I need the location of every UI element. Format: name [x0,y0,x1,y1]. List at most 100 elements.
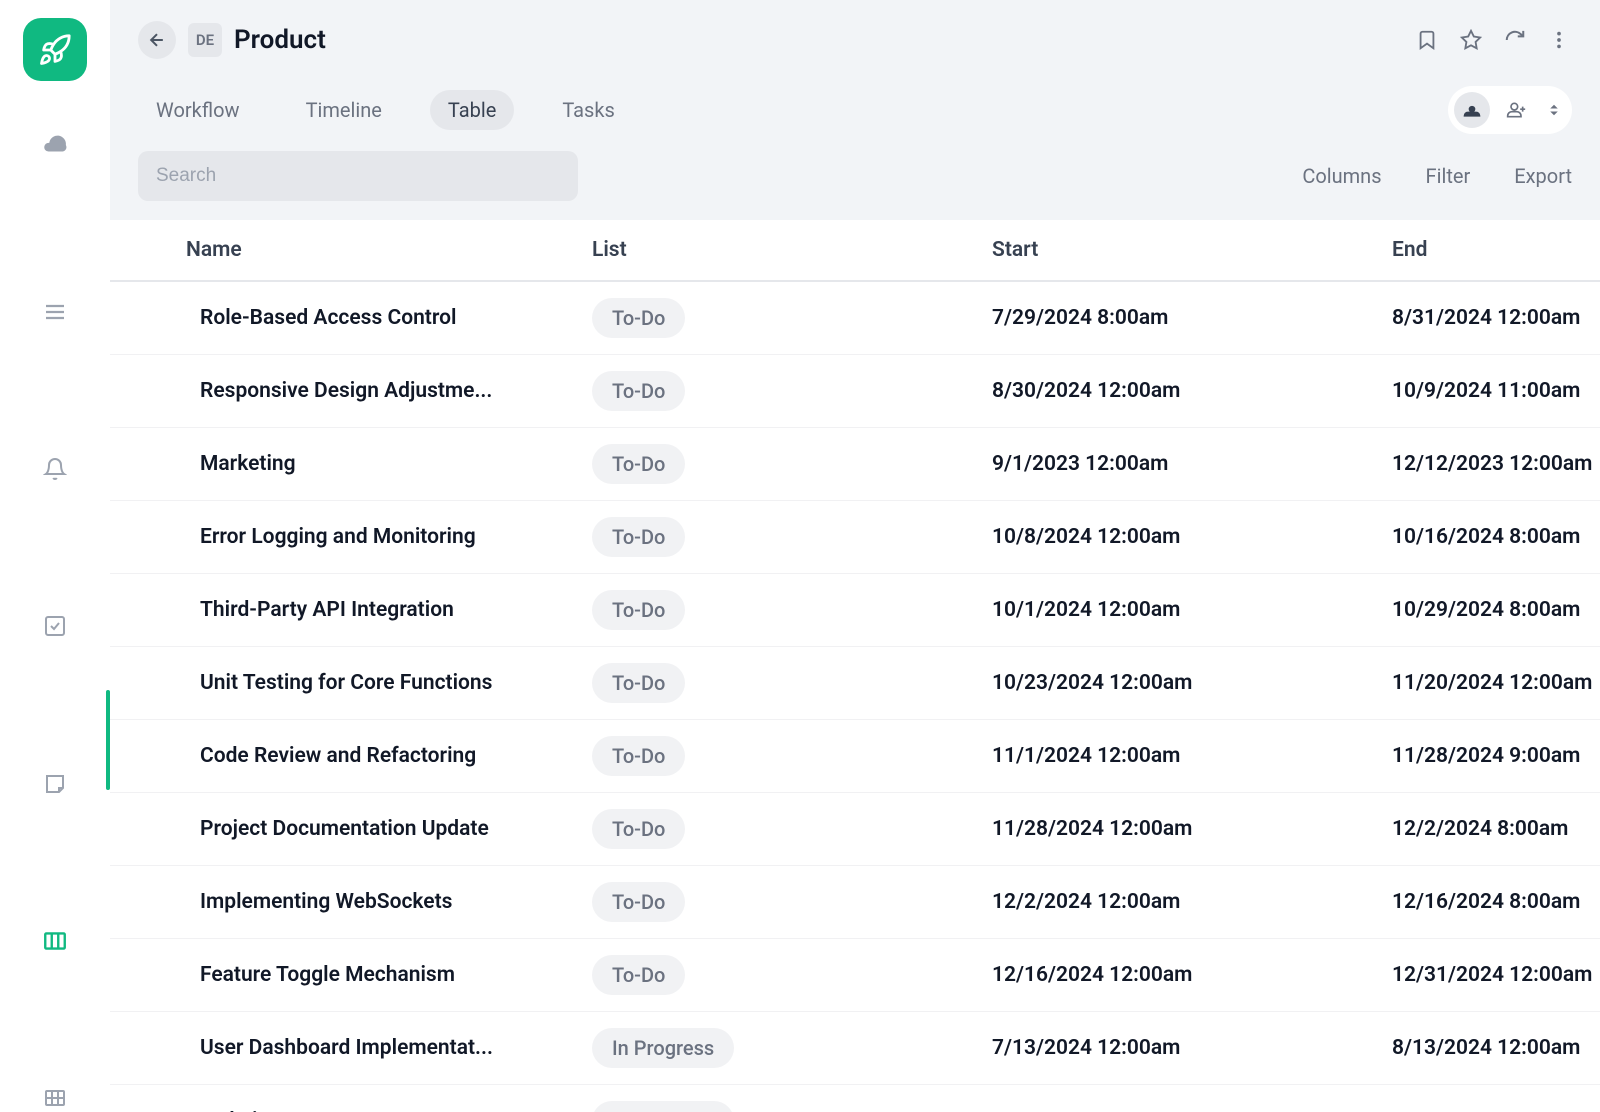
tool-export[interactable]: Export [1514,164,1572,188]
cell-list[interactable]: To-Do [580,866,980,939]
cell-list[interactable]: To-Do [580,574,980,647]
refresh-icon [1504,29,1526,51]
table-row[interactable]: Code Review and RefactoringTo-Do11/1/202… [110,720,1600,793]
star-icon [1460,29,1482,51]
table-row[interactable]: Role-Based Access Control To-Do 7/29/2024 … [110,281,1600,355]
cell-list[interactable]: To-Do [580,939,980,1012]
status-pill[interactable]: To-Do [592,590,685,630]
brand-logo[interactable] [23,18,87,81]
cell-end: 10/29/2024 8:00am [1380,574,1600,647]
status-pill[interactable]: To-Do [592,371,685,411]
cell-name[interactable]: Code Review and Refactoring [110,720,580,793]
add-member-button[interactable] [1498,92,1534,128]
cell-name[interactable]: Unit Testing for Core Functions [110,647,580,720]
table-row[interactable]: Project Documentation Update To-Do 11/28/2… [110,793,1600,866]
table-row[interactable]: Implementing WebSockets To-Do 12/2/2024 12… [110,866,1600,939]
column-header-name[interactable]: Name [110,220,580,281]
more-button[interactable] [1546,27,1572,53]
cell-list[interactable]: To-Do [580,281,980,355]
table-row[interactable]: Feature Toggle MechanismTo-Do12/16/2024 … [110,939,1600,1012]
cell-name[interactable]: Project Documentation Update [110,793,580,866]
column-header-end[interactable]: End [1380,220,1600,281]
table-row[interactable]: Responsive Design Adjustme...To-Do8/30/2… [110,355,1600,428]
status-pill[interactable]: To-Do [592,736,685,776]
sidebar-table-icon[interactable] [41,1084,69,1112]
tab-table[interactable]: Table [430,90,514,130]
cell-end: 12/2/2024 8:00am [1380,793,1600,866]
status-pill[interactable]: To-Do [592,444,685,484]
bookmark-icon [1416,29,1438,51]
cell-list[interactable]: In Progress [580,1085,980,1112]
table-header-row: Name List Start End [110,220,1600,281]
more-vertical-icon [1548,29,1570,51]
cell-name[interactable]: Marketing [110,428,580,501]
search-input[interactable] [138,151,578,201]
cell-list[interactable]: To-Do [580,501,980,574]
star-button[interactable] [1458,27,1484,53]
sidebar-bell-icon[interactable] [41,455,69,483]
cell-name[interactable]: Role-Based Access Control [110,281,580,355]
cell-name[interactable]: Third-Party API Integration [110,574,580,647]
status-pill[interactable]: In Progress [592,1028,734,1068]
main: DE Product Workflow Timeline Table Tasks [110,0,1600,1112]
cell-start: 10/1/2024 12:00am [980,574,1380,647]
tool-columns[interactable]: Columns [1302,164,1381,188]
sidebar-board-icon[interactable] [41,927,69,955]
sort-button[interactable] [1542,101,1566,119]
workspace-badge[interactable]: DE [188,23,222,57]
cell-end: 10/16/2024 8:00am [1380,501,1600,574]
table-row[interactable]: Error Logging and MonitoringTo-Do10/8/20… [110,501,1600,574]
column-header-start[interactable]: Start [980,220,1380,281]
table-row[interactable]: Unit Testing for Core Functions To-Do 10/2… [110,647,1600,720]
cell-list[interactable]: To-Do [580,647,980,720]
status-pill[interactable]: To-Do [592,663,685,703]
cell-name[interactable]: Responsive Design Adjustme... [110,355,580,428]
cell-start: 10/23/2024 12:00am [980,647,1380,720]
tab-workflow[interactable]: Workflow [138,90,258,130]
cell-name[interactable]: Feature Toggle Mechanism [110,939,580,1012]
cell-start: 7/29/2024 8:00am [980,281,1380,355]
cell-list[interactable]: To-Do [580,428,980,501]
page-title: Product [234,25,326,55]
cell-name[interactable]: Website [110,1085,580,1112]
tab-timeline[interactable]: Timeline [288,90,400,130]
sidebar-menu-icon[interactable] [41,298,69,326]
cell-name[interactable]: User Dashboard Implementat... [110,1012,580,1085]
tool-filter[interactable]: Filter [1426,164,1471,188]
tab-tasks[interactable]: Tasks [544,90,633,130]
members-button[interactable] [1454,92,1490,128]
status-pill[interactable]: To-Do [592,955,685,995]
status-pill[interactable]: To-Do [592,517,685,557]
status-pill[interactable]: To-Do [592,298,685,338]
table-row[interactable]: Third-Party API Integration To-Do 10/1/202… [110,574,1600,647]
column-header-list[interactable]: List [580,220,980,281]
table-row[interactable]: MarketingTo-Do9/1/2023 12:00am12/12/2023… [110,428,1600,501]
users-icon [1462,100,1482,120]
cell-start: 11/28/2024 12:00am [980,793,1380,866]
bookmark-button[interactable] [1414,27,1440,53]
cell-list[interactable]: To-Do [580,355,980,428]
sidebar-note-icon[interactable] [41,770,69,798]
header-row-tools: Columns Filter Export [138,150,1572,202]
refresh-button[interactable] [1502,27,1528,53]
cell-name[interactable]: Error Logging and Monitoring [110,501,580,574]
cell-list[interactable]: To-Do [580,793,980,866]
status-pill[interactable]: To-Do [592,809,685,849]
table-container[interactable]: Name List Start End Role-Based Access Co… [110,220,1600,1112]
cell-start: 12/2/2024 12:00am [980,866,1380,939]
sidebar-checkbox-icon[interactable] [41,613,69,641]
cell-list[interactable]: In Progress [580,1012,980,1085]
table-tools: Columns Filter Export [1302,164,1572,188]
sidebar-active-indicator [106,690,110,790]
sidebar-cloud-icon[interactable] [41,131,69,159]
cell-end: 11/28/2024 9:00am [1380,720,1600,793]
table-row[interactable]: WebsiteIn Progress6/3/2024 12:00am7/31/2… [110,1085,1600,1112]
back-button[interactable] [138,21,176,59]
cell-end: 7/31/2024 12:00am [1380,1085,1600,1112]
cell-name[interactable]: Implementing WebSockets [110,866,580,939]
cell-end: 12/12/2023 12:00am [1380,428,1600,501]
status-pill[interactable]: To-Do [592,882,685,922]
status-pill[interactable]: In Progress [592,1101,734,1112]
cell-list[interactable]: To-Do [580,720,980,793]
table-row[interactable]: User Dashboard Implementat... In Progress… [110,1012,1600,1085]
